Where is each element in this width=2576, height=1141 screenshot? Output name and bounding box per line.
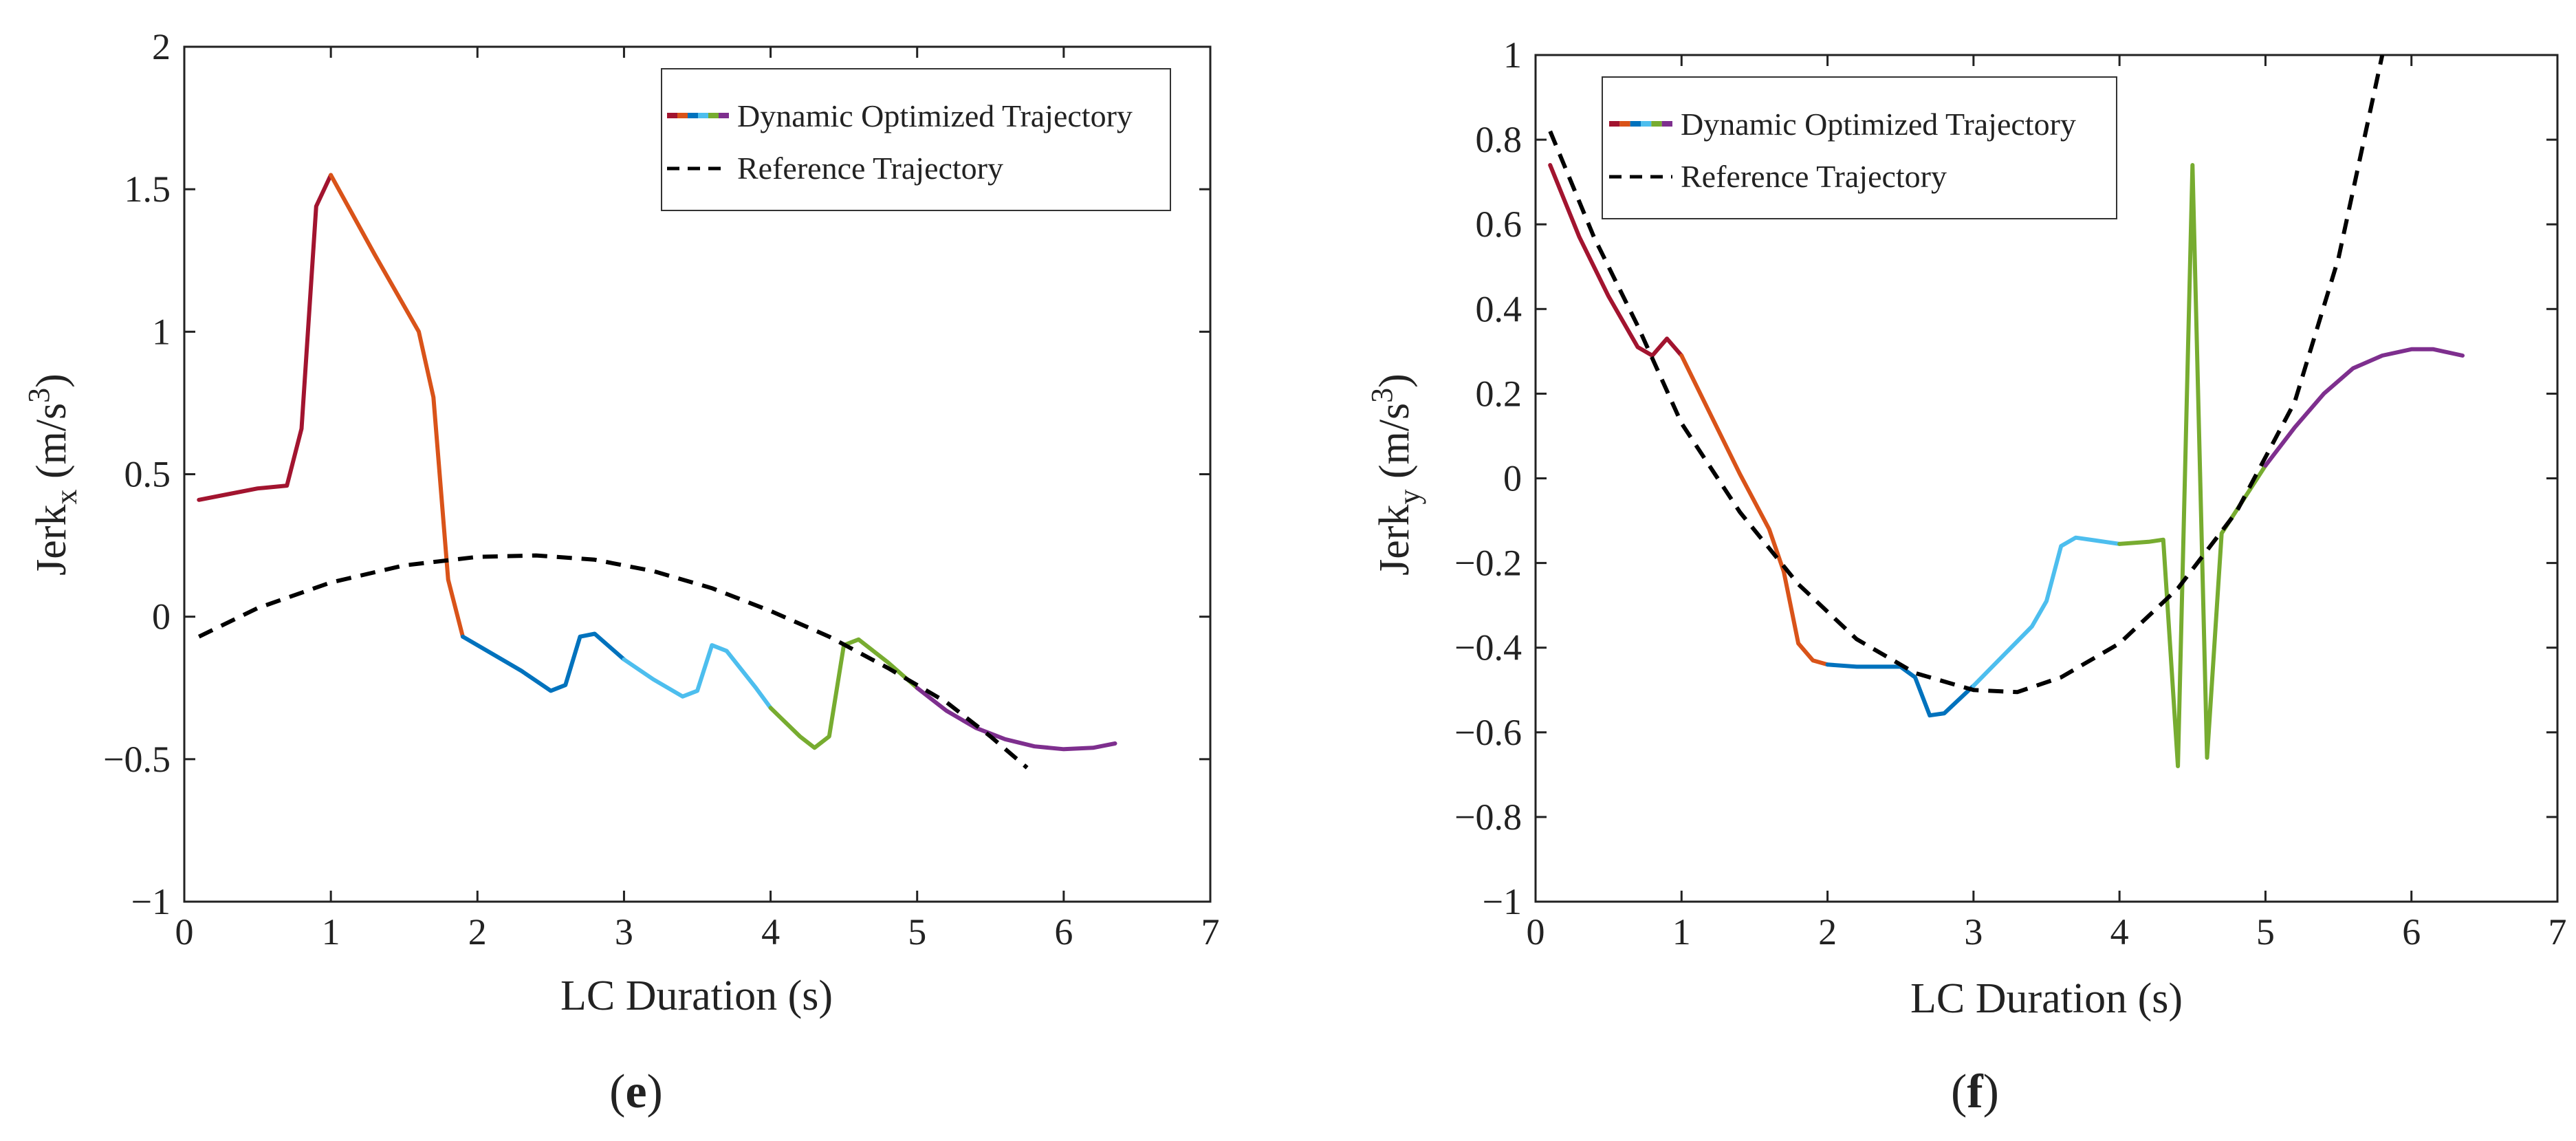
dynamic-trajectory-segment <box>2117 163 2268 768</box>
y-axis-title-unit-close: ) <box>1371 373 1418 388</box>
y-tick-label: −0.2 <box>1454 543 1522 584</box>
x-tick-label: 1 <box>322 911 340 953</box>
x-axis-title: LC Duration (s) <box>560 972 833 1019</box>
y-axis-title-unit: (m/s <box>28 403 75 490</box>
y-axis-title: Jerky (m/s3) <box>1365 373 1426 576</box>
panel-f-jerk-y-chart: 0 1 2 3 4 5 6 7 −1 −0.8 −0.6 −0.4 −0.2 0 0.2 0.4 0.6 0.8… <box>1365 34 2567 1118</box>
legend-label-reference: Reference Trajectory <box>737 151 1003 186</box>
dynamic-trajectory-segment <box>197 173 334 502</box>
y-axis-title-subscript: y <box>1393 490 1426 505</box>
y-axis-title-base: Jerk <box>28 505 75 576</box>
y-tick-label: 0.8 <box>1476 119 1522 160</box>
legend-box <box>1602 76 2117 219</box>
panel-label-close: ) <box>647 1065 663 1118</box>
panel-label-close: ) <box>1983 1065 1999 1118</box>
x-axis-title: LC Duration (s) <box>1910 975 2183 1022</box>
y-tick-label: −1 <box>1483 881 1522 922</box>
y-tick-label: 1.5 <box>124 169 171 210</box>
y-tick-label: 0.2 <box>1476 373 1522 414</box>
x-tick-labels: 0 1 2 3 4 5 6 7 <box>1527 911 2567 953</box>
x-tick-label: 1 <box>1672 911 1691 953</box>
y-tick-label: 0.5 <box>124 454 171 495</box>
y-axis-title-unit-close: ) <box>28 373 75 388</box>
x-tick-label: 2 <box>468 911 487 953</box>
y-tick-label: −0.4 <box>1454 627 1522 669</box>
y-axis-title-base: Jerk <box>1371 505 1418 576</box>
y-axis-title-superscript: 3 <box>1365 388 1399 403</box>
legend-label-reference: Reference Trajectory <box>1681 159 1947 194</box>
legend-label-dynamic: Dynamic Optimized Trajectory <box>1681 107 2076 142</box>
y-tick-label: 0 <box>1503 458 1522 499</box>
y-tick-label: −1 <box>131 881 171 922</box>
dynamic-trajectory-segment <box>1971 535 2122 688</box>
x-tick-label: 6 <box>2402 911 2421 953</box>
x-tick-label: 2 <box>1818 911 1837 953</box>
x-tick-label: 3 <box>615 911 633 953</box>
y-axis-title-subscript: x <box>50 490 83 505</box>
y-tick-labels: −1 −0.5 0 0.5 1 1.5 2 <box>103 26 171 922</box>
reference-trajectory-line <box>1548 55 2385 695</box>
panel-label-letter: f <box>1967 1065 1983 1118</box>
y-tick-label: 0 <box>152 596 171 638</box>
dynamic-trajectory-segment <box>915 686 1117 752</box>
dynamic-trajectory-segment <box>329 173 465 639</box>
dynamic-trajectory-segment <box>1825 662 1976 718</box>
legend-box <box>661 68 1171 211</box>
x-tick-label: 7 <box>1201 911 1220 953</box>
x-tick-label: 4 <box>2110 911 2129 953</box>
x-tick-label: 6 <box>1054 911 1073 953</box>
reference-trajectory-line <box>197 553 1029 770</box>
x-tick-label: 7 <box>2548 911 2567 953</box>
y-tick-label: −0.8 <box>1454 796 1522 838</box>
y-tick-label: 0.4 <box>1476 288 1522 329</box>
y-tick-label: 1 <box>152 311 171 352</box>
dynamic-trajectory-segment <box>768 637 919 750</box>
dynamic-trajectory-segment <box>1548 163 1684 358</box>
y-tick-labels: −1 −0.8 −0.6 −0.4 −0.2 0 0.2 0.4 0.6 0.8 1 <box>1454 34 1522 922</box>
y-axis-title: Jerkx (m/s3) <box>22 373 83 576</box>
tick-marks <box>1534 54 2559 903</box>
x-tick-label: 0 <box>1527 911 1545 953</box>
y-axis-title-superscript: 3 <box>22 388 56 403</box>
x-tick-label: 3 <box>1964 911 1983 953</box>
tick-marks <box>183 45 1212 903</box>
panel-label: (e) <box>609 1065 663 1118</box>
y-tick-label: −0.6 <box>1454 712 1522 753</box>
dynamic-trajectory-segment <box>461 631 626 693</box>
panel-label-open: ( <box>1951 1065 1967 1118</box>
x-tick-label: 4 <box>761 911 780 953</box>
panel-label-letter: e <box>625 1065 646 1118</box>
legend: Dynamic Optimized Trajectory Reference T… <box>1602 76 2117 219</box>
x-tick-label: 0 <box>175 911 194 953</box>
dynamic-trajectory-segment <box>622 643 773 710</box>
y-tick-label: 1 <box>1503 34 1522 76</box>
y-tick-label: 0.6 <box>1476 204 1522 245</box>
legend-label-dynamic: Dynamic Optimized Trajectory <box>737 98 1133 133</box>
x-tick-label: 5 <box>2256 911 2275 953</box>
x-tick-labels: 0 1 2 3 4 5 6 7 <box>175 911 1220 953</box>
panel-label: (f) <box>1951 1065 1999 1118</box>
y-axis-title-unit: (m/s <box>1371 403 1418 490</box>
panel-e-jerk-x-chart: 0 1 2 3 4 5 6 7 −1 −0.5 0 0.5 1 1.5 2 Dynamic Optimiz… <box>22 26 1220 1118</box>
dynamic-trajectory-segment <box>1679 354 1830 667</box>
plot-lines <box>197 173 1117 770</box>
dynamic-trajectory-segment <box>2263 347 2465 468</box>
legend: Dynamic Optimized Trajectory Reference T… <box>661 68 1171 211</box>
y-tick-label: 2 <box>152 26 171 67</box>
panel-label-open: ( <box>609 1065 625 1118</box>
x-tick-label: 5 <box>908 911 926 953</box>
plot-lines <box>1548 55 2465 768</box>
y-tick-label: −0.5 <box>103 739 171 780</box>
